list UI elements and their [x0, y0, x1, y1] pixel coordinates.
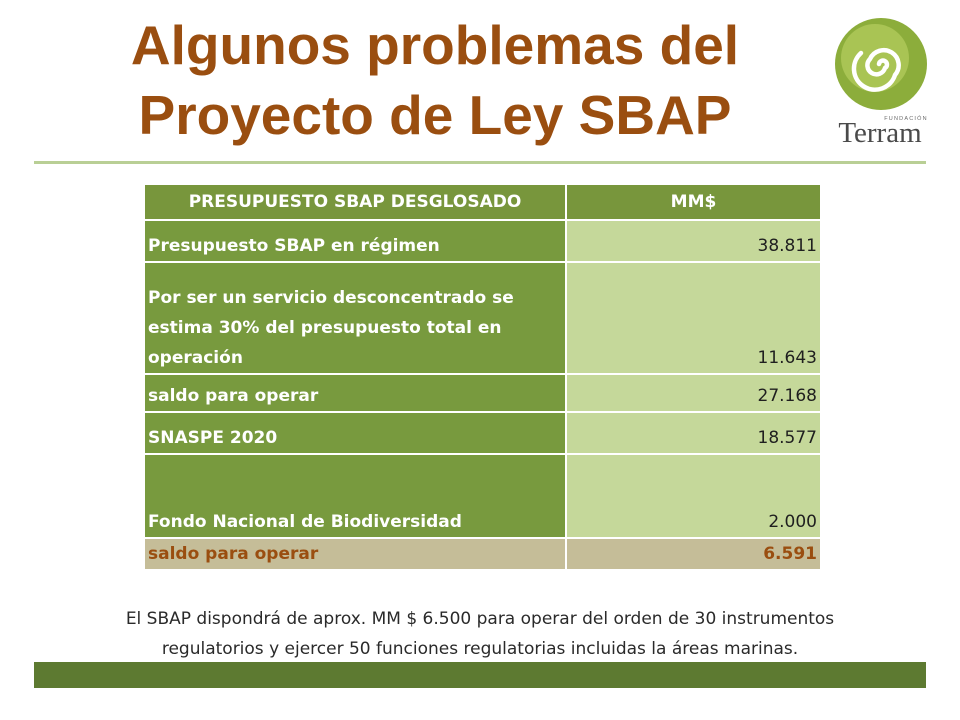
row-value: 11.643 — [566, 262, 820, 375]
terram-logo: FUNDACIÓN Terram — [835, 18, 928, 146]
row-value: 18.577 — [566, 412, 820, 455]
header-budget-breakdown: PRESUPUESTO SBAP DESGLOSADO — [145, 185, 567, 221]
spiral-logo-icon — [835, 18, 927, 110]
logo-small-text: FUNDACIÓN — [884, 115, 928, 122]
row-value: 2.000 — [566, 454, 820, 539]
note-line-1: El SBAP dispondrá de aprox. MM $ 6.500 p… — [125, 609, 835, 629]
table-row: SNASPE 2020 18.577 — [145, 412, 820, 455]
title-line-2: Proyecto de Ley SBAP — [138, 84, 732, 146]
table-total-row: saldo para operar 6.591 — [145, 538, 820, 571]
title-divider — [34, 161, 926, 164]
table-row: saldo para operar 27.168 — [145, 374, 820, 413]
table-row: Fondo Nacional de Biodiversidad 2.000 — [145, 454, 820, 539]
row-label: saldo para operar — [145, 374, 567, 413]
note-line-2: regulatorios y ejercer 50 funciones regu… — [161, 639, 799, 659]
logo-name: Terram — [838, 117, 922, 146]
row-value: 38.811 — [566, 220, 820, 263]
budget-table: PRESUPUESTO SBAP DESGLOSADO MM$ Presupue… — [145, 185, 820, 571]
header-mm: MM$ — [566, 185, 820, 221]
row-label: Por ser un servicio desconcentrado se es… — [145, 262, 567, 375]
total-value: 6.591 — [566, 538, 820, 571]
table-header-row: PRESUPUESTO SBAP DESGLOSADO MM$ — [145, 185, 820, 221]
table-row: Por ser un servicio desconcentrado se es… — [145, 262, 820, 375]
title-line-1: Algunos problemas del — [130, 14, 740, 76]
summary-note: El SBAP dispondrá de aprox. MM $ 6.500 p… — [38, 604, 922, 664]
row-label: SNASPE 2020 — [145, 412, 567, 455]
row-label: Presupuesto SBAP en régimen — [145, 220, 567, 263]
total-label: saldo para operar — [145, 538, 567, 571]
table-row: Presupuesto SBAP en régimen 38.811 — [145, 220, 820, 263]
row-value: 27.168 — [566, 374, 820, 413]
footer-bar — [34, 662, 926, 688]
row-label: Fondo Nacional de Biodiversidad — [145, 454, 567, 539]
slide-title: Algunos problemas del Proyecto de Ley SB… — [40, 10, 830, 150]
